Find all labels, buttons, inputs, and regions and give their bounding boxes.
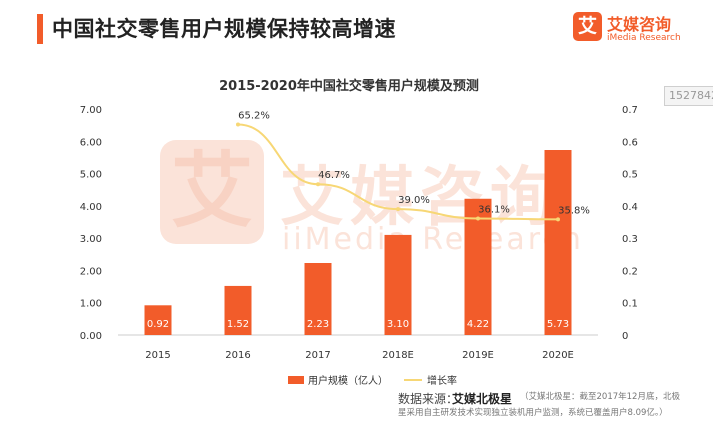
legend-label-bar: 用户规模（亿人） <box>308 374 388 387</box>
x-tick-label: 2020E <box>542 350 574 361</box>
title-accent-bar <box>37 14 43 44</box>
growth-rate-point <box>236 122 240 127</box>
bar-data-label: 0.92 <box>147 319 169 330</box>
growth-rate-point <box>476 216 480 221</box>
bar <box>304 263 332 335</box>
y-tick-label: 6.00 <box>80 137 102 148</box>
y2-tick-label: 0.4 <box>622 202 638 213</box>
brand-name: 艾媒咨询 <box>607 15 672 34</box>
x-tick-label: 2018E <box>382 350 414 361</box>
y-tick-label: 1.00 <box>80 299 102 310</box>
source-note: （艾媒北极星：截至2017年12月底，北极 <box>520 392 680 402</box>
y-tick-label: 0.00 <box>80 331 102 342</box>
brand-subtitle: iMedia Research <box>607 33 681 43</box>
bar <box>544 150 572 335</box>
y-tick-label: 4.00 <box>80 202 102 213</box>
growth-rate-data-label: 39.0% <box>398 195 430 206</box>
x-tick-label: 2017 <box>305 350 330 361</box>
y2-tick-label: 0 <box>622 331 628 342</box>
legend-label-line: 增长率 <box>427 374 457 387</box>
growth-rate-data-label: 65.2% <box>238 110 270 121</box>
bar-data-label: 2.23 <box>307 319 329 330</box>
bar-data-label: 3.10 <box>387 319 409 330</box>
bar <box>464 198 492 335</box>
bar <box>144 305 172 335</box>
y2-tick-label: 0.7 <box>622 105 638 116</box>
y-tick-label: 3.00 <box>80 234 102 245</box>
growth-rate-point <box>556 217 560 222</box>
growth-rate-data-label: 36.1% <box>478 204 510 215</box>
bar-data-label: 4.22 <box>467 319 489 330</box>
x-tick-label: 2019E <box>462 350 494 361</box>
bar <box>384 234 412 335</box>
side-tab[interactable]: 1527842 <box>664 86 713 106</box>
growth-rate-point <box>396 207 400 212</box>
y-tick-label: 5.00 <box>80 170 102 181</box>
source-label: 数据来源： <box>398 392 459 406</box>
source-note-continued: 星采用自主研发技术实现独立装机用户监测，系统已覆盖用户8.09亿。） <box>398 408 668 418</box>
growth-rate-line <box>237 123 559 221</box>
page-title: 中国社交零售用户规模保持较高增速 <box>52 17 396 41</box>
y2-tick-label: 0.1 <box>622 299 638 310</box>
legend-swatch-bar <box>288 376 304 384</box>
x-tick-label: 2015 <box>145 350 170 361</box>
bar-data-label: 5.73 <box>547 319 569 330</box>
x-tick-label: 2016 <box>225 350 250 361</box>
y2-tick-label: 0.3 <box>622 234 638 245</box>
growth-rate-point <box>316 182 320 187</box>
y2-tick-label: 0.6 <box>622 137 638 148</box>
source-name: 艾媒北极星 <box>452 392 513 406</box>
header: 中国社交零售用户规模保持较高增速 艾 艾媒咨询 iMedia Research <box>0 0 713 56</box>
growth-rate-data-label: 35.8% <box>558 205 590 216</box>
y-tick-label: 2.00 <box>80 266 102 277</box>
y-tick-label: 7.00 <box>80 105 102 116</box>
growth-rate-data-label: 46.7% <box>318 170 350 181</box>
y2-tick-label: 0.5 <box>622 170 638 181</box>
y2-tick-label: 0.2 <box>622 266 638 277</box>
bar-data-label: 1.52 <box>227 319 249 330</box>
brand-logo-icon: 艾 <box>573 12 602 41</box>
bar <box>224 285 252 335</box>
chart-title: 2015-2020年中国社交零售用户规模及预测 <box>219 78 479 94</box>
